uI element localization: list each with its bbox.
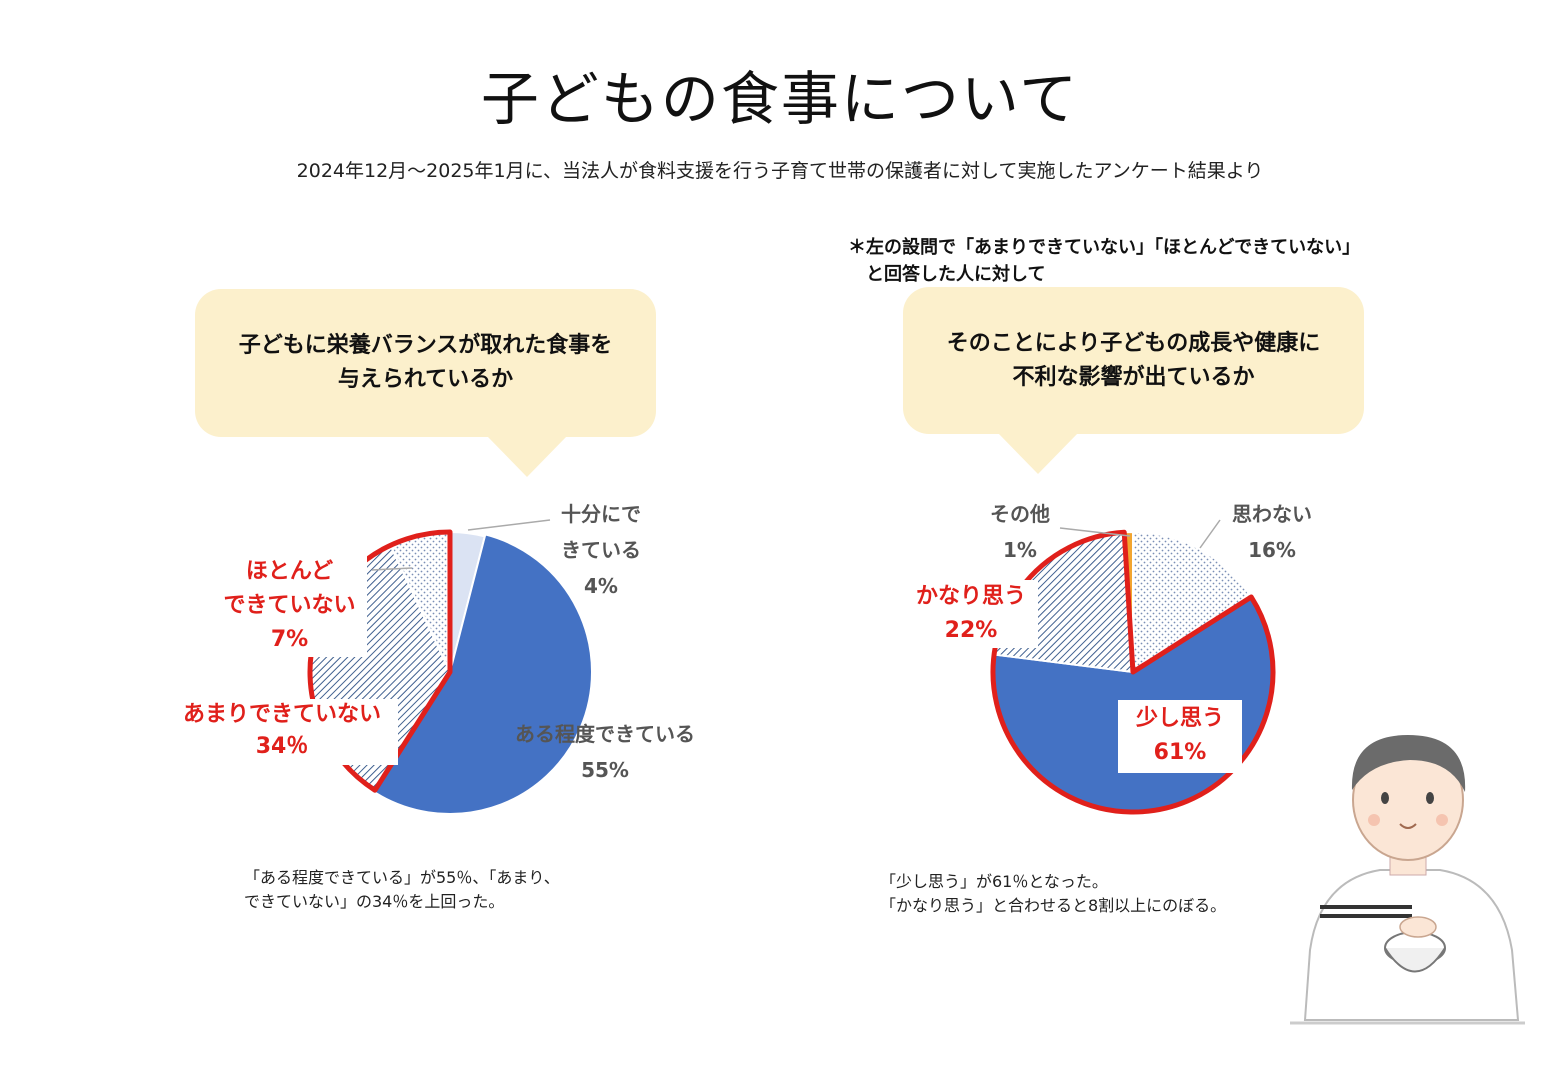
right-caption: 「少し思う」が61％となった。 「かなり思う」と合わせると8割以上にのぼる。 [880,870,1226,918]
leader-not-think [1199,519,1221,549]
label-not-much-able: あまりできていない 34％ [166,699,398,765]
label-barely-able: ほとんど できていない 7% [212,555,367,657]
leader-other [1059,527,1131,537]
label-fully-able: 十分にで きている 4% [546,496,656,604]
label-leader-lines [371,519,1221,571]
label-barely-able-pct: 7% [270,627,309,652]
note-line-2: と回答した人に対して [866,264,1046,285]
right-question-line-1: そのことにより子どもの成長や健康に [946,330,1321,356]
label-quite-think-text: かなり思う [915,584,1026,609]
slice-not-think [1132,531,1253,673]
label-quite-think-pct: 22% [944,618,998,643]
left-caption: 「ある程度できている」が55％、「あまり、 できていない」の34％を上回った。 [244,866,560,914]
highlight-outline-right [990,529,1276,815]
right-question-bubble: そのことにより子どもの成長や健康に 不利な影響が出ているか [903,287,1364,474]
label-fully-able-line-2: きている [561,538,641,562]
label-other: その他 1% [972,496,1068,568]
label-other-pct: 1% [1003,538,1037,562]
label-little-think-pct: 61% [1153,740,1207,765]
leader-fully-able [467,519,551,531]
label-barely-able-line-1: ほとんど [245,559,334,584]
note-line-1: ＊左の設問で「あまりできていない」「ほとんどできていない」 [848,237,1361,258]
label-fully-able-line-1: 十分にで [561,502,641,526]
label-not-much-able-text: あまりできていない [182,702,381,727]
right-question-line-2: 不利な影響が出ているか [1012,364,1255,390]
label-not-think-pct: 16% [1248,538,1296,562]
right-caption-line-1: 「少し思う」が61％となった。 [880,872,1108,891]
label-somewhat-able-text: ある程度できている [515,722,695,746]
page-title: 子どもの食事について [480,65,1080,133]
left-question-bubble: 子どもに栄養バランスが取れた食事を 与えられているか [195,289,656,477]
left-caption-line-1: 「ある程度できている」が55％、「あまり、 [244,868,560,887]
label-not-much-able-pct: 34％ [255,734,309,759]
right-caption-line-2: 「かなり思う」と合わせると8割以上にのぼる。 [880,896,1227,915]
child-eating-illustration [1290,735,1525,1025]
leader-barely-able [371,567,413,571]
left-caption-line-2: できていない」の34％を上回った。 [244,892,505,911]
survey-source: 2024年12月～2025年1月に、当法人が食料支援を行う子育て世帯の保護者に対… [296,160,1264,182]
label-somewhat-able: ある程度できている 55% [500,716,710,788]
label-little-think-text: 少し思う [1135,706,1224,731]
label-not-think: 思わない 16% [1212,496,1332,568]
right-question-note: ＊左の設問で「あまりできていない」「ほとんどできていない」 と回答した人に対して [848,234,1360,288]
label-other-text: その他 [990,502,1050,526]
label-barely-able-line-2: できていない [223,593,356,618]
label-somewhat-able-pct: 55% [581,758,629,782]
left-question-line-2: 与えられているか [337,367,514,392]
label-quite-think: かなり思う 22% [904,580,1038,648]
label-not-think-text: 思わない [1232,502,1312,526]
label-little-think: 少し思う 61% [1118,700,1242,773]
slice-somewhat-able [372,533,593,815]
left-question-line-1: 子どもに栄養バランスが取れた食事を [238,333,613,358]
label-fully-able-pct: 4% [584,574,618,598]
